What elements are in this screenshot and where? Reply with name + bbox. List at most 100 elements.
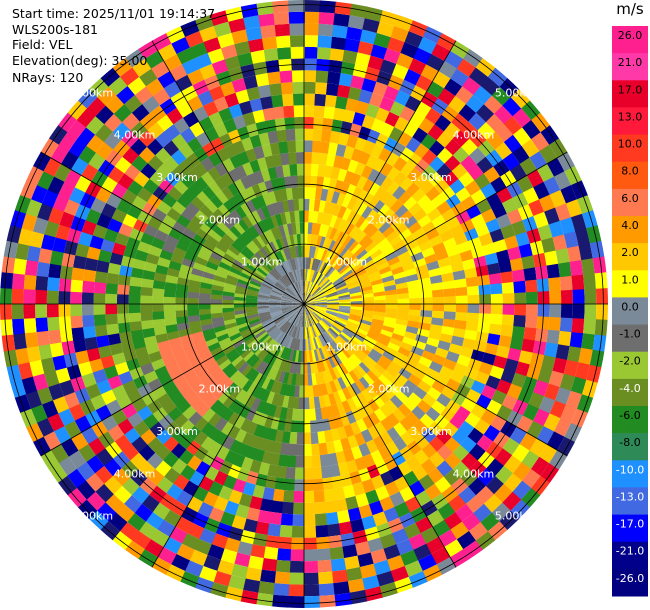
radar-bin [345, 343, 357, 354]
radar-bin [319, 359, 326, 372]
radar-bin [389, 394, 404, 409]
radar-bin [536, 163, 555, 183]
radar-bin [408, 291, 421, 299]
radar-bin [576, 195, 594, 215]
radar-bin [303, 420, 311, 433]
radar-bin [304, 81, 317, 94]
radar-bin [0, 303, 13, 320]
radar-bin [380, 329, 393, 338]
radar-bin [50, 144, 70, 164]
radar-bin [514, 292, 527, 305]
radar-bin [157, 339, 171, 351]
radar-bin [455, 383, 471, 398]
radar-bin [376, 261, 390, 271]
radar-bin [316, 548, 331, 561]
radar-bin [162, 379, 177, 394]
radar-bin [300, 315, 303, 328]
radar-bin [304, 187, 311, 199]
radar-bin [237, 345, 250, 356]
radar-bin [313, 490, 325, 503]
radar-bin [24, 259, 39, 276]
radar-bin [128, 312, 142, 323]
radar-bin [512, 462, 531, 482]
radar-bin [325, 291, 338, 297]
radar-bin [89, 234, 104, 250]
radar-bin [196, 228, 210, 241]
radar-bin [292, 502, 304, 515]
radar-bin [224, 586, 244, 602]
radar-bin [384, 481, 400, 497]
radar-bin [289, 560, 304, 573]
radar-bin [303, 572, 319, 585]
radar-bin [318, 248, 326, 261]
radar-bin [340, 181, 351, 195]
radar-bin [294, 304, 304, 312]
radar-bin [318, 261, 326, 273]
radar-bin [370, 143, 385, 159]
radar-bin [305, 280, 309, 293]
radar-bin [394, 390, 409, 404]
radar-bin [289, 549, 304, 562]
radar-bin [325, 511, 339, 525]
radar-bin [261, 402, 272, 416]
radar-bin [267, 340, 277, 352]
radar-bin [77, 126, 96, 146]
radar-bin [77, 498, 98, 519]
radar-bin [203, 377, 218, 391]
radar-bin [182, 368, 197, 381]
radar-bin [308, 314, 314, 326]
radar-bin [426, 54, 445, 72]
radar-bin [394, 204, 409, 219]
radar-bin [305, 257, 309, 270]
radar-bin [539, 194, 556, 213]
radar-bin [472, 503, 492, 523]
radar-bin [563, 231, 579, 249]
radar-bin [399, 176, 414, 192]
radar-bin [171, 458, 188, 475]
radar-bin [361, 310, 374, 316]
radar-bin [82, 314, 95, 328]
radar-bin [335, 351, 346, 363]
radar-bin [337, 262, 348, 273]
radar-bin [175, 303, 188, 311]
radar-bin [408, 392, 423, 406]
radar-bin [411, 188, 426, 203]
radar-bin [257, 309, 270, 314]
radar-bin [237, 252, 250, 263]
radar-bin [369, 548, 388, 564]
radar-bin [228, 244, 241, 256]
radar-bin [208, 151, 223, 167]
radar-bin [223, 252, 236, 264]
radar-bin [234, 289, 247, 295]
radar-bin [63, 198, 80, 216]
radar-bin [304, 304, 313, 313]
radar-bin [97, 86, 117, 106]
radar-bin [312, 128, 323, 142]
radar-bin [344, 496, 359, 510]
radar-bin [425, 407, 441, 422]
radar-bin [96, 213, 112, 229]
radar-bin [329, 48, 345, 62]
radar-bin [246, 421, 258, 435]
radar-bin [264, 323, 276, 332]
radar-bin [360, 515, 377, 531]
radar-bin [287, 223, 294, 236]
radar-bin [289, 163, 298, 177]
radar-bin [57, 475, 77, 496]
radar-bin [170, 442, 187, 459]
radar-bin [202, 271, 216, 280]
radar-bin [181, 257, 195, 268]
radar-bin [321, 333, 330, 345]
radar-bin [330, 36, 347, 51]
radar-bin [324, 314, 336, 322]
radar-bin [370, 44, 388, 60]
radar-bin [456, 58, 477, 78]
radar-bin [220, 81, 236, 97]
radar-bin [304, 140, 314, 153]
radar-bin [462, 77, 482, 96]
radar-bin [397, 298, 410, 305]
radar-bin [332, 24, 349, 39]
radar-bin [413, 419, 428, 435]
radar-bin [140, 311, 153, 322]
radar-bin [347, 340, 359, 352]
